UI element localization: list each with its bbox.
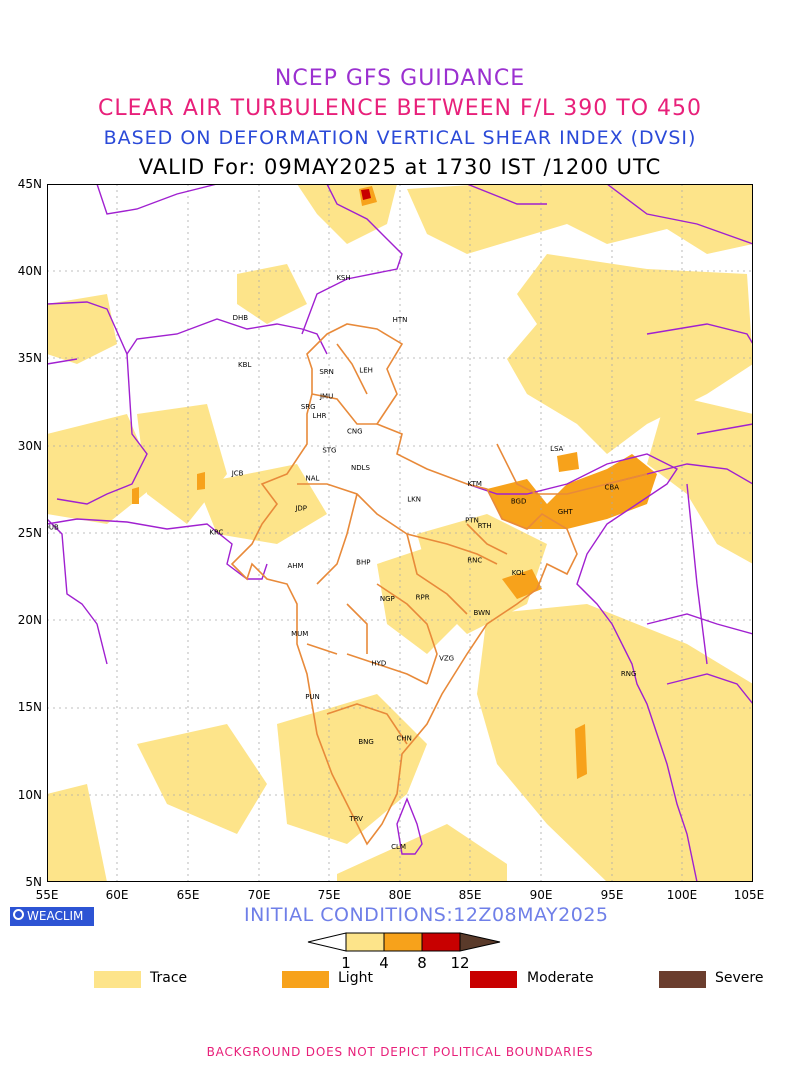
lon-label-90e: 90E — [529, 888, 553, 902]
city-label-krc: KRC — [209, 529, 223, 537]
city-label-ndls: NDLS — [351, 464, 371, 472]
colorbar-light — [383, 932, 423, 952]
city-label-srn: SRN — [319, 368, 334, 376]
legend-severe-swatch — [659, 971, 706, 988]
lat-label-30n: 30N — [17, 439, 42, 453]
legend-moderate-label: Moderate — [527, 970, 594, 986]
lat-lon-grid — [47, 184, 753, 882]
city-label-jcb: JCB — [231, 469, 244, 477]
city-label-ptn: PTN — [465, 517, 479, 525]
lon-label-95e: 95E — [600, 888, 624, 902]
city-label-bgd: BGD — [511, 497, 526, 505]
lat-label-45n: 45N — [17, 177, 42, 191]
colorbar-severe — [459, 932, 501, 952]
city-label-lsa: LSA — [550, 445, 563, 453]
footer-disclaimer: BACKGROUND DOES NOT DEPICT POLITICAL BOU… — [206, 1045, 594, 1059]
lon-label-105e: 105E — [733, 888, 765, 902]
city-label-dub: DUB — [47, 524, 59, 532]
city-label-ngp: NGP — [380, 595, 395, 603]
light-turbulence-areas — [132, 186, 657, 779]
city-label-bng: BNG — [358, 738, 373, 746]
city-label-stg: STG — [322, 447, 336, 455]
city-label-rng: RNG — [621, 670, 637, 678]
city-label-ahm: AHM — [287, 562, 303, 570]
trace-turbulence-areas — [47, 184, 753, 882]
city-label-chn: CHN — [397, 735, 412, 743]
legend-trace-label: Trace — [150, 970, 188, 986]
city-label-lhr: LHR — [312, 412, 326, 420]
country-boundaries — [47, 184, 753, 882]
lat-label-40n: 40N — [17, 264, 42, 278]
title-line-1: NCEP GFS GUIDANCE — [274, 66, 526, 91]
legend-severe-label: Severe — [715, 970, 764, 986]
city-label-nal: NAL — [306, 475, 320, 483]
colorbar-tick-4: 4 — [379, 954, 389, 972]
moderate-turbulence-areas — [361, 189, 371, 200]
colorbar — [307, 932, 501, 952]
city-label-pun: PUN — [305, 693, 320, 701]
lat-label-5n: 5N — [25, 875, 42, 889]
colorbar-tick-1: 1 — [341, 954, 351, 972]
lon-label-70e: 70E — [247, 888, 271, 902]
legend-moderate-swatch — [470, 971, 517, 988]
lon-label-85e: 85E — [458, 888, 482, 902]
colorbar-moderate — [421, 932, 461, 952]
city-label-hyd: HYD — [371, 660, 386, 668]
city-label-ktm: KTM — [468, 480, 482, 488]
city-label-ksh: KSH — [336, 274, 350, 282]
city-label-htn: HTN — [393, 316, 408, 324]
lat-label-15n: 15N — [17, 700, 42, 714]
city-label-vzg: VZG — [439, 654, 454, 662]
valid-time: VALID For: 09MAY2025 at 1730 IST /1200 U… — [138, 155, 662, 179]
lat-label-10n: 10N — [17, 788, 42, 802]
city-label-mum: MUM — [291, 630, 308, 638]
initial-conditions: INITIAL CONDITIONS:12Z08MAY2025 — [244, 904, 609, 926]
colorbar-tick-8: 8 — [417, 954, 427, 972]
lon-label-60e: 60E — [105, 888, 129, 902]
city-label-cba: CBA — [605, 483, 620, 491]
title-line-2: CLEAR AIR TURBULENCE BETWEEN F/L 390 TO … — [97, 96, 703, 121]
city-label-srg: SRG — [301, 403, 316, 411]
lat-label-25n: 25N — [17, 526, 42, 540]
title-line-3: BASED ON DEFORMATION VERTICAL SHEAR INDE… — [103, 127, 697, 149]
legend-trace-swatch — [94, 971, 141, 988]
lat-label-20n: 20N — [17, 613, 42, 627]
city-label-dhb: DHB — [233, 314, 249, 322]
india-state-boundaries — [230, 323, 648, 846]
city-label-bwn: BWN — [474, 609, 491, 617]
logo-circle-icon — [13, 909, 24, 920]
city-label-rnc: RNC — [467, 557, 482, 565]
city-label-bhp: BHP — [356, 558, 370, 566]
lon-label-100e: 100E — [666, 888, 698, 902]
city-label-jdp: JDP — [294, 504, 307, 512]
city-label-kol: KOL — [512, 569, 526, 577]
city-label-cng: CNG — [347, 428, 363, 436]
city-label-rpr: RPR — [416, 593, 430, 601]
city-label-clm: CLM — [391, 843, 406, 851]
lon-label-80e: 80E — [388, 888, 412, 902]
city-label-kbl: KBL — [238, 361, 251, 369]
colorbar-below — [307, 932, 347, 952]
lon-label-75e: 75E — [317, 888, 341, 902]
weaclim-logo: WEACLIM — [10, 907, 94, 926]
city-label-trv: TRV — [348, 815, 363, 823]
city-label-leh: LEH — [359, 367, 373, 375]
lon-label-65e: 65E — [176, 888, 200, 902]
city-label-ght: GHT — [558, 508, 574, 516]
city-label-rth: RTH — [478, 522, 492, 530]
lat-label-35n: 35N — [17, 351, 42, 365]
colorbar-trace — [345, 932, 385, 952]
lon-label-55e: 55E — [35, 888, 59, 902]
city-label-lkn: LKN — [407, 496, 421, 504]
city-label-jmu: JMU — [319, 393, 333, 401]
legend-light-label: Light — [338, 970, 373, 986]
colorbar-tick-12: 12 — [450, 954, 470, 972]
legend-light-swatch — [282, 971, 329, 988]
logo-text: WEACLIM — [27, 909, 84, 923]
